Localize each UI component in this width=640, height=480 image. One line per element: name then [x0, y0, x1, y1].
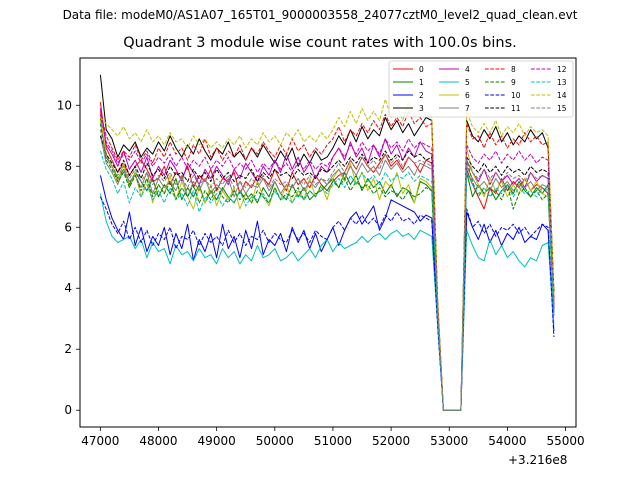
series-line-4	[99, 108, 555, 411]
series-lines	[99, 74, 555, 411]
legend-label-2: 2	[419, 91, 424, 100]
series-line-8	[99, 110, 555, 411]
series-line-3	[99, 74, 555, 411]
y-tick-label: 6	[64, 220, 72, 234]
legend-label-4: 4	[465, 65, 470, 74]
y-tick-label: 2	[64, 342, 72, 356]
y-tick-label: 0	[64, 403, 72, 417]
y-axis-ticks: 0 2 4 6 8 10	[57, 98, 80, 417]
x-axis-offset-label: +3.216e8	[508, 453, 568, 467]
chart-title: Quadrant 3 module wise count rates with …	[123, 35, 517, 51]
x-tick-label: 51000	[314, 434, 352, 448]
legend-label-6: 6	[465, 91, 470, 100]
legend-label-8: 8	[511, 65, 516, 74]
legend-label-11: 11	[511, 104, 521, 113]
legend-label-14: 14	[557, 91, 567, 100]
x-tick-label: 53000	[430, 434, 468, 448]
legend-label-1: 1	[419, 78, 424, 87]
legend-label-12: 12	[557, 65, 567, 74]
series-line-7	[99, 135, 555, 411]
legend-label-13: 13	[557, 78, 567, 87]
y-tick-label: 10	[57, 98, 72, 112]
legend-label-7: 7	[465, 104, 470, 113]
series-line-13	[99, 150, 555, 411]
legend-label-0: 0	[419, 65, 424, 74]
series-line-1	[99, 117, 555, 411]
plot-frame	[79, 57, 577, 428]
x-tick-label: 55000	[546, 434, 584, 448]
series-line-14	[100, 98, 555, 411]
x-tick-label: 54000	[488, 434, 526, 448]
legend-label-9: 9	[511, 78, 516, 87]
series-line-12	[99, 114, 555, 411]
x-tick-label: 50000	[256, 434, 294, 448]
series-line-2	[99, 175, 555, 411]
y-tick-label: 4	[64, 281, 72, 295]
legend-label-15: 15	[557, 104, 567, 113]
series-line-0	[99, 102, 555, 411]
legend-label-10: 10	[511, 91, 521, 100]
x-tick-label: 49000	[198, 434, 236, 448]
x-tick-label: 47000	[81, 434, 119, 448]
series-line-10	[99, 196, 555, 411]
series-line-11	[99, 135, 555, 411]
y-tick-label: 8	[64, 159, 72, 173]
series-line-5	[99, 193, 555, 411]
legend-label-5: 5	[465, 78, 470, 87]
x-axis-ticks: 47000 48000 49000 50000 51000 52000 53000 54000…	[81, 427, 585, 448]
suptitle: Data file: modeM0/AS1A07_165T01_90000035…	[62, 8, 578, 22]
legend-box	[388, 60, 574, 118]
x-tick-label: 52000	[372, 434, 410, 448]
x-tick-label: 48000	[139, 434, 177, 448]
series-line-15	[99, 129, 555, 411]
legend-label-3: 3	[419, 104, 424, 113]
